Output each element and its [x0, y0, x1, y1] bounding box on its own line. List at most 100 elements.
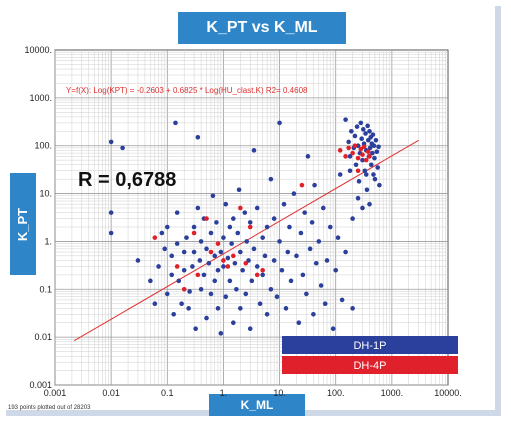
y-tick-label: 0.001: [29, 380, 52, 390]
point-dh-1p: [120, 145, 125, 151]
point-dh-1p: [242, 210, 248, 215]
x-tick-label: 1000.: [381, 388, 404, 398]
point-dh-4p: [343, 154, 348, 159]
point-dh-1p: [108, 210, 114, 215]
point-dh-1p: [349, 129, 354, 134]
point-dh-1p: [260, 235, 265, 240]
point-dh-4p: [355, 168, 361, 174]
point-dh-1p: [191, 224, 197, 230]
point-dh-4p: [337, 148, 343, 153]
point-dh-4p: [358, 146, 364, 152]
point-dh-4p: [181, 286, 187, 292]
point-dh-1p: [223, 294, 229, 299]
point-dh-1p: [195, 134, 201, 140]
point-dh-1p: [169, 272, 175, 278]
point-dh-1p: [159, 230, 165, 236]
point-dh-1p: [371, 143, 377, 149]
point-dh-1p: [350, 306, 355, 311]
point-dh-1p: [359, 136, 364, 142]
point-dh-1p: [254, 205, 260, 211]
point-dh-1p: [181, 267, 187, 273]
x-tick-label: 10000.: [434, 388, 462, 398]
point-dh-1p: [363, 131, 368, 136]
point-dh-1p: [300, 272, 306, 278]
point-dh-1p: [174, 210, 180, 215]
point-dh-1p: [373, 137, 379, 143]
point-dh-1p: [187, 289, 192, 294]
point-dh-1p: [169, 253, 175, 259]
point-dh-1p: [221, 264, 226, 269]
point-dh-1p: [135, 258, 141, 263]
point-dh-1p: [302, 210, 307, 215]
point-dh-1p: [370, 132, 376, 137]
point-dh-1p: [208, 230, 214, 236]
y-tick-label: 100.: [34, 141, 52, 151]
point-dh-1p: [355, 195, 361, 201]
point-dh-4p: [243, 260, 249, 266]
point-dh-4p: [346, 145, 351, 151]
point-dh-1p: [374, 149, 380, 154]
point-dh-1p: [206, 260, 212, 266]
point-dh-4p: [208, 249, 214, 255]
point-dh-1p: [324, 258, 330, 263]
point-dh-1p: [218, 331, 224, 336]
point-dh-1p: [333, 267, 339, 273]
point-dh-1p: [227, 224, 233, 230]
point-dh-1p: [197, 258, 203, 263]
point-dh-1p: [156, 264, 161, 269]
point-dh-1p: [281, 201, 287, 207]
point-dh-1p: [350, 216, 355, 221]
point-dh-4p: [195, 272, 201, 278]
y-tick-label: 10.: [39, 189, 52, 199]
point-dh-4p: [152, 235, 158, 240]
y-axis-label: K_PT: [10, 173, 36, 275]
point-dh-1p: [375, 165, 381, 170]
point-dh-4p: [367, 154, 372, 159]
point-dh-1p: [377, 182, 382, 188]
point-dh-1p: [279, 267, 285, 273]
point-dh-1p: [360, 205, 365, 211]
point-dh-1p: [174, 241, 180, 246]
point-dh-1p: [108, 230, 114, 236]
point-dh-1p: [268, 286, 274, 292]
point-dh-4p: [174, 264, 180, 269]
point-dh-1p: [260, 272, 265, 278]
point-dh-1p: [274, 294, 280, 299]
point-dh-1p: [322, 301, 328, 306]
point-dh-1p: [204, 246, 209, 252]
point-dh-1p: [231, 320, 236, 326]
point-dh-4p: [260, 267, 265, 273]
points-plotted-note: 193 points plotted out of 28203: [8, 405, 91, 411]
point-dh-1p: [277, 239, 282, 244]
point-dh-1p: [311, 312, 316, 317]
point-dh-1p: [368, 162, 374, 168]
point-dh-1p: [162, 246, 168, 252]
point-dh-1p: [234, 286, 239, 292]
point-dh-1p: [221, 235, 226, 240]
point-dh-1p: [330, 326, 336, 332]
point-dh-1p: [264, 312, 270, 317]
point-dh-1p: [283, 306, 289, 311]
point-dh-1p: [181, 249, 187, 255]
point-dh-1p: [363, 172, 369, 177]
point-dh-1p: [262, 253, 268, 259]
point-dh-1p: [243, 291, 249, 297]
point-dh-1p: [257, 301, 263, 306]
point-dh-1p: [238, 306, 243, 311]
y-tick-label: 1000.: [29, 93, 52, 103]
point-dh-1p: [264, 224, 270, 230]
point-dh-1p: [204, 315, 209, 321]
x-tick-label: 0.01: [102, 388, 120, 398]
point-dh-1p: [229, 241, 234, 246]
point-dh-1p: [360, 157, 365, 163]
point-dh-1p: [347, 154, 353, 159]
point-dh-1p: [247, 220, 253, 225]
point-dh-1p: [218, 249, 224, 255]
correlation-annotation: R = 0,6788: [78, 169, 176, 191]
point-dh-1p: [358, 120, 364, 126]
x-tick-label: 0.001: [44, 388, 67, 398]
point-dh-1p: [247, 326, 253, 332]
y-tick-label: 1.: [44, 236, 52, 246]
point-dh-1p: [231, 216, 236, 221]
